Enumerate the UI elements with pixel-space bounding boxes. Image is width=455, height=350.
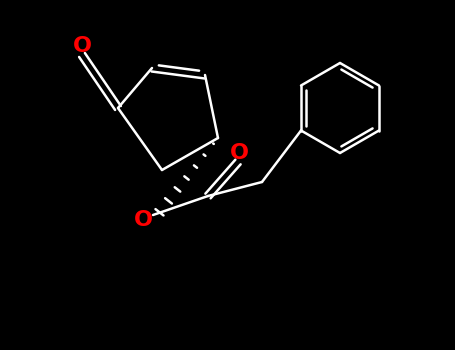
Text: O: O [133, 210, 152, 230]
Text: O: O [72, 36, 91, 56]
Text: O: O [229, 143, 248, 163]
